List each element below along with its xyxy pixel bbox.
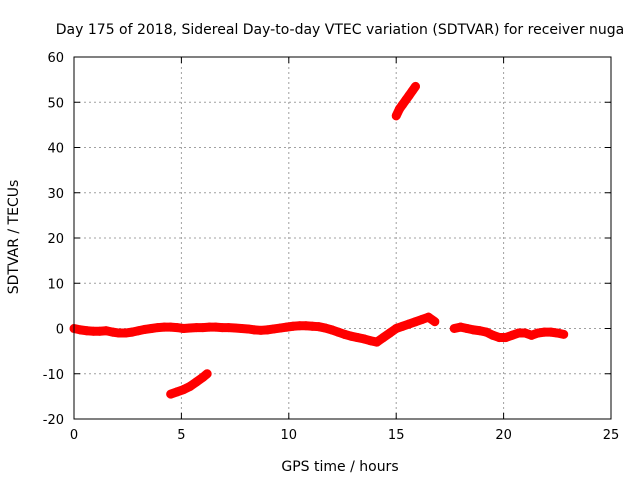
axis-ticks: 0 5 10 15 20 25 -20 -10 0 10 20 30 40 50 60 [43,51,620,443]
x-axis-title: GPS time / hours [281,459,398,475]
plot-frame [73,56,612,420]
series-band [198,369,212,382]
x-tick-label: 0 [70,428,78,443]
x-tick-label: 10 [281,428,298,443]
x-tick-label: 25 [603,428,620,443]
series-band [423,312,440,327]
x-tick-label: 20 [495,428,512,443]
y-tick-label: 40 [47,142,64,157]
series-band [407,81,421,96]
y-tick-label: 60 [47,51,64,66]
chart-title: Day 175 of 2018, Sidereal Day-to-day VTE… [56,22,624,38]
y-axis-title: SDTVAR / TECUs [6,180,22,295]
y-tick-label: -10 [43,368,64,383]
y-tick-label: 0 [56,323,64,338]
y-tick-label: 10 [47,277,64,292]
y-tick-label: 20 [47,232,64,247]
series-band [552,328,569,339]
grid [74,57,611,419]
y-tick-label: 30 [47,187,64,202]
y-tick-label: 50 [47,96,64,111]
x-tick-label: 5 [177,428,185,443]
y-tick-label: -20 [43,413,64,428]
data-points [69,81,569,399]
x-tick-label: 15 [388,428,405,443]
